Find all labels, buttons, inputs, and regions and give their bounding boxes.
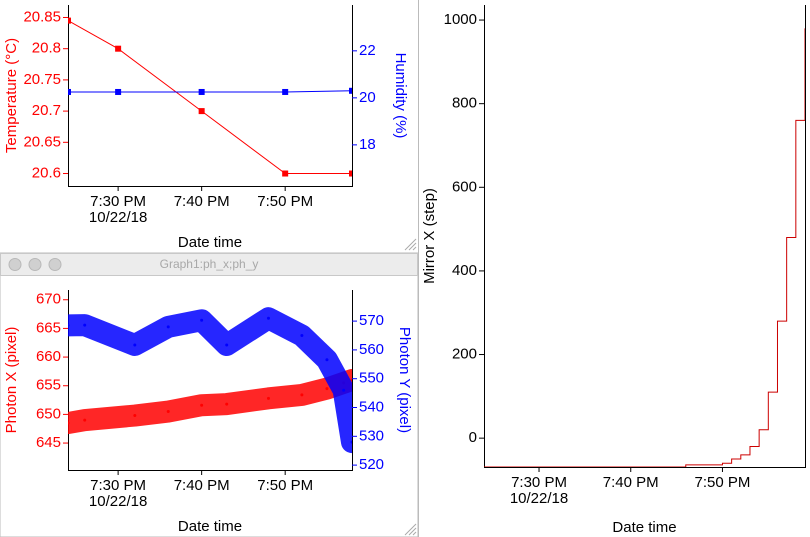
resize-grip[interactable]	[404, 238, 417, 251]
y2-tick-label: 520	[359, 456, 384, 473]
y-tick-label: 600	[452, 178, 477, 195]
point	[83, 418, 87, 422]
marker	[349, 170, 352, 177]
x-tick-label: 7:50 PM	[257, 477, 313, 494]
point	[68, 421, 70, 425]
point	[266, 316, 270, 320]
marker	[349, 87, 352, 94]
plot-area	[68, 17, 352, 177]
x-axis-label: Date time	[178, 518, 242, 535]
point	[166, 325, 170, 329]
resize-grip[interactable]	[404, 523, 417, 536]
x-date-label: 10/22/18	[510, 490, 568, 507]
y-tick-label: 660	[36, 348, 61, 365]
series-line	[484, 28, 805, 467]
y-tick-label: 20.7	[32, 102, 61, 119]
point	[68, 323, 70, 327]
y-tick-label: 20.75	[23, 71, 61, 88]
point	[200, 318, 204, 322]
x-date-label: 10/22/18	[89, 209, 147, 226]
x-tick-label: 7:40 PM	[174, 193, 230, 210]
y2-axis-label: Photon Y (pixel)	[396, 327, 413, 433]
y-tick-label: 650	[36, 405, 61, 422]
point	[325, 358, 329, 362]
marker	[198, 108, 205, 115]
point	[325, 387, 329, 391]
point	[83, 323, 87, 327]
y-tick-label: 200	[452, 345, 477, 362]
point	[200, 403, 204, 407]
marker	[68, 17, 71, 24]
y2-tick-label: 22	[359, 42, 376, 59]
y-axis-label: Temperature (°C)	[3, 38, 20, 153]
y2-tick-label: 20	[359, 89, 376, 106]
y-tick-label: 670	[36, 291, 61, 308]
x-axis-label: Date time	[612, 519, 676, 536]
x-tick-label: 7:30 PM	[90, 193, 146, 210]
marker	[115, 88, 122, 95]
y2-tick-label: 560	[359, 341, 384, 358]
point	[225, 343, 229, 347]
y-tick-label: 645	[36, 434, 61, 451]
plot-area	[484, 28, 805, 467]
plot-area	[68, 307, 352, 454]
y-tick-label: 655	[36, 377, 61, 394]
y2-tick-label: 530	[359, 427, 384, 444]
y2-tick-label: 550	[359, 370, 384, 387]
x-tick-label: 7:30 PM	[511, 474, 567, 491]
y2-tick-label: 540	[359, 398, 384, 415]
close-button[interactable]	[8, 258, 22, 271]
marker	[115, 45, 122, 52]
y-tick-label: 800	[452, 95, 477, 112]
zoom-button[interactable]	[48, 258, 62, 271]
y-tick-label: 1000	[444, 11, 477, 28]
point	[342, 388, 346, 392]
y-tick-label: 20.6	[32, 164, 61, 181]
y-tick-label: 20.8	[32, 40, 61, 57]
minimize-button[interactable]	[28, 258, 42, 271]
y-tick-label: 0	[469, 429, 477, 446]
x-tick-label: 7:50 PM	[257, 193, 313, 210]
x-axis-label: Date time	[178, 234, 242, 251]
y-tick-label: 20.85	[23, 8, 61, 25]
marker	[282, 88, 289, 95]
x-tick-label: 7:40 PM	[603, 474, 659, 491]
point	[133, 343, 137, 347]
window-title: Graph1:ph_x;ph_y	[160, 257, 259, 271]
point	[225, 402, 229, 406]
title-bar	[0, 253, 418, 276]
marker	[198, 88, 205, 95]
x-tick-label: 7:30 PM	[90, 477, 146, 494]
x-tick-label: 7:50 PM	[695, 474, 751, 491]
y2-tick-label: 18	[359, 136, 376, 153]
y-tick-label: 20.65	[23, 133, 61, 150]
y-tick-label: 665	[36, 319, 61, 336]
marker	[68, 88, 71, 95]
y-tick-label: 400	[452, 262, 477, 279]
point	[133, 414, 137, 418]
point	[266, 396, 270, 400]
y2-tick-label: 570	[359, 312, 384, 329]
point	[300, 393, 304, 397]
point	[300, 334, 304, 338]
x-tick-label: 7:40 PM	[174, 477, 230, 494]
point	[350, 440, 352, 444]
marker	[282, 170, 289, 177]
y-axis-label: Mirror X (step)	[421, 188, 438, 284]
point	[166, 410, 170, 414]
y-axis-label: Photon X (pixel)	[3, 327, 20, 434]
y2-axis-label: Humidity (%)	[392, 53, 409, 139]
x-date-label: 10/22/18	[89, 493, 147, 510]
